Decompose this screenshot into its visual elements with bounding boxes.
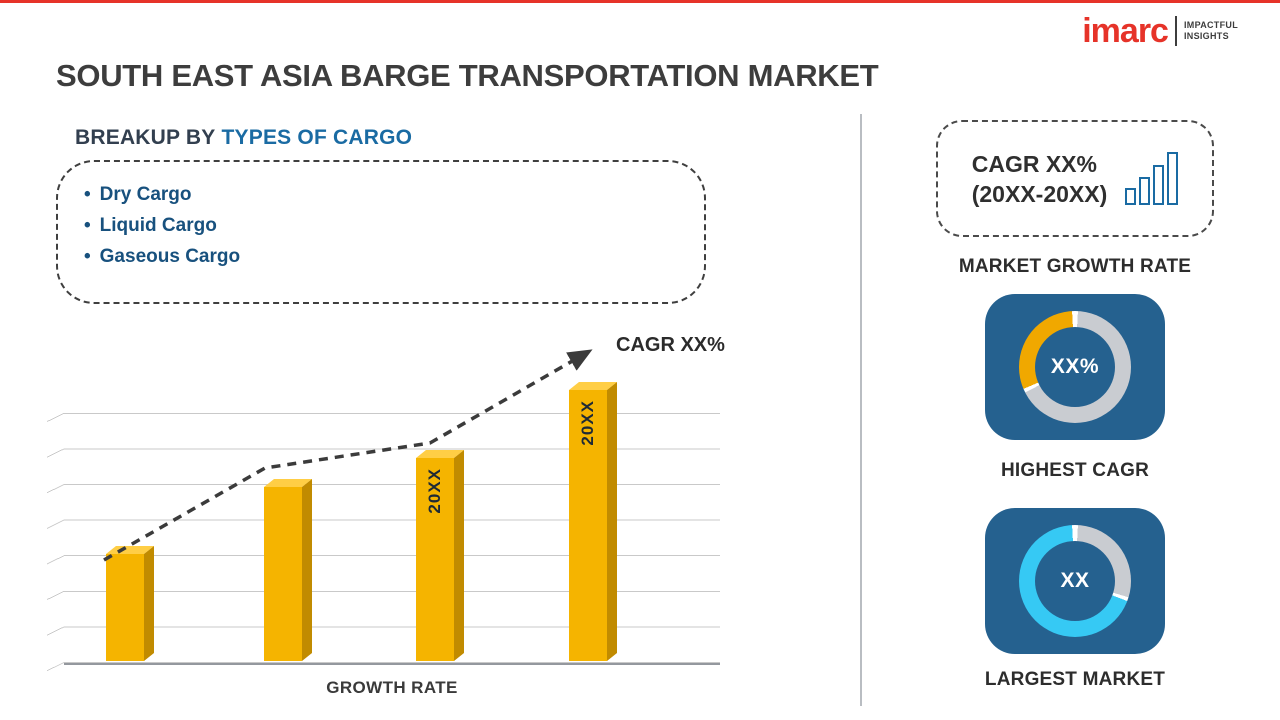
bar-side-face	[302, 479, 312, 661]
cagr-period-line: (20XX-20XX)	[971, 180, 1108, 207]
chart-bar	[106, 546, 154, 661]
page-title: SOUTH EAST ASIA BARGE TRANSPORTATION MAR…	[56, 58, 879, 93]
top-accent-strip	[0, 0, 1280, 3]
largest-market-label: LARGEST MARKET	[984, 669, 1166, 690]
imarc-logo: imarc IMPACTFUL INSIGHTS	[1082, 12, 1238, 50]
logo-divider	[1174, 16, 1177, 47]
cargo-item: Gaseous Cargo	[84, 241, 678, 272]
chart-plot-area: 20XX 20XX CAGR XX%	[47, 334, 725, 672]
cargo-item: Liquid Cargo	[84, 210, 678, 241]
cagr-annotation: CAGR XX%	[616, 334, 725, 356]
bar-side-face	[454, 450, 464, 661]
vertical-divider	[860, 114, 862, 706]
largest-market-donut: XX	[1019, 525, 1131, 637]
growth-chart: 20XX 20XX CAGR XX% GROWTH RATE	[47, 334, 725, 698]
logo-tagline-line1: IMPACTFUL	[1183, 19, 1238, 30]
highest-cagr-donut: XX%	[1019, 311, 1131, 423]
chart-x-axis-label: GROWTH RATE	[326, 678, 458, 697]
chart-bar	[264, 479, 312, 661]
chart-bar: 20XX	[569, 382, 617, 661]
cargo-item-label: Dry Cargo	[99, 184, 192, 205]
bar-label: 20XX	[425, 468, 444, 514]
cargo-item-label: Liquid Cargo	[99, 215, 217, 236]
bar-chart-icon	[1125, 152, 1179, 205]
cagr-growth-text: CAGR XX% (20XX-20XX)	[972, 149, 1108, 209]
cargo-list: Dry Cargo Liquid Cargo Gaseous Cargo	[84, 179, 678, 272]
logo-wordmark: imarc	[1082, 12, 1169, 50]
chart-3d-wall	[47, 380, 64, 672]
section-heading-prefix: BREAKUP BY	[75, 126, 216, 149]
highest-cagr-panel: XX%	[985, 294, 1165, 440]
logo-tagline: IMPACTFUL INSIGHTS	[1184, 20, 1238, 43]
section-heading: BREAKUP BY TYPES OF CARGO	[75, 126, 412, 150]
logo-tagline-line2: INSIGHTS	[1183, 31, 1229, 42]
bar-side-face	[607, 382, 617, 661]
section-heading-accent: TYPES OF CARGO	[221, 126, 413, 149]
chart-bar: 20XX	[416, 450, 464, 661]
cargo-item-label: Gaseous Cargo	[99, 246, 241, 267]
bar-label: 20XX	[578, 400, 597, 446]
cargo-types-box: Dry Cargo Liquid Cargo Gaseous Cargo	[56, 160, 706, 304]
cagr-value-line: CAGR XX%	[971, 150, 1097, 177]
cagr-growth-box: CAGR XX% (20XX-20XX)	[936, 120, 1214, 237]
cargo-item: Dry Cargo	[84, 179, 678, 210]
highest-cagr-value: XX%	[1050, 355, 1100, 378]
market-growth-rate-label: MARKET GROWTH RATE	[958, 256, 1192, 277]
largest-market-value: XX	[1060, 569, 1090, 592]
bar-top-face	[569, 382, 617, 390]
largest-market-panel: XX	[985, 508, 1165, 654]
highest-cagr-label: HIGHEST CAGR	[1000, 460, 1150, 481]
trend-arrow	[103, 349, 593, 562]
bar-side-face	[144, 546, 154, 661]
